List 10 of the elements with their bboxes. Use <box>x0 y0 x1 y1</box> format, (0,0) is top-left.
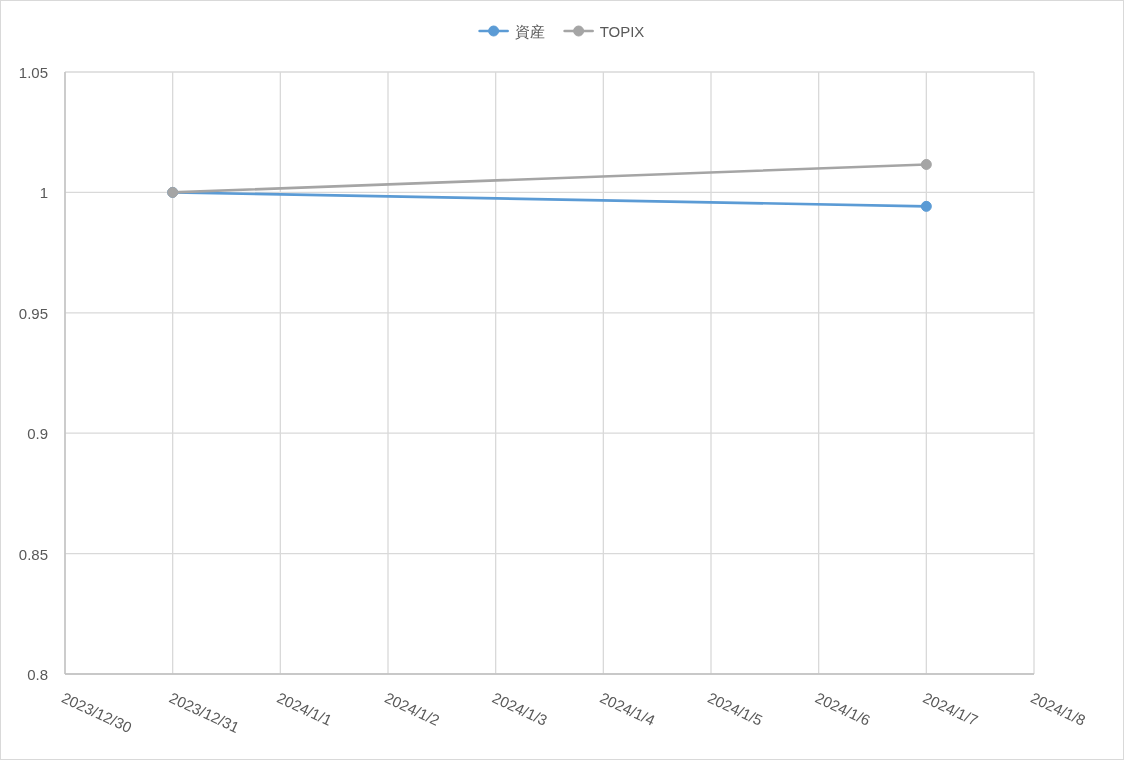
y-tick-label: 0.85 <box>18 545 48 563</box>
y-tick-label: 1 <box>39 183 48 201</box>
y-tick-label: 0.9 <box>27 424 48 442</box>
y-tick-label: 1.05 <box>18 63 48 81</box>
y-tick-label: 0.95 <box>18 304 48 322</box>
legend-label: 資産 <box>514 22 545 40</box>
legend-label: TOPIX <box>599 22 645 40</box>
point <box>920 200 932 212</box>
point <box>920 158 932 170</box>
y-tick-label: 0.8 <box>27 665 48 683</box>
